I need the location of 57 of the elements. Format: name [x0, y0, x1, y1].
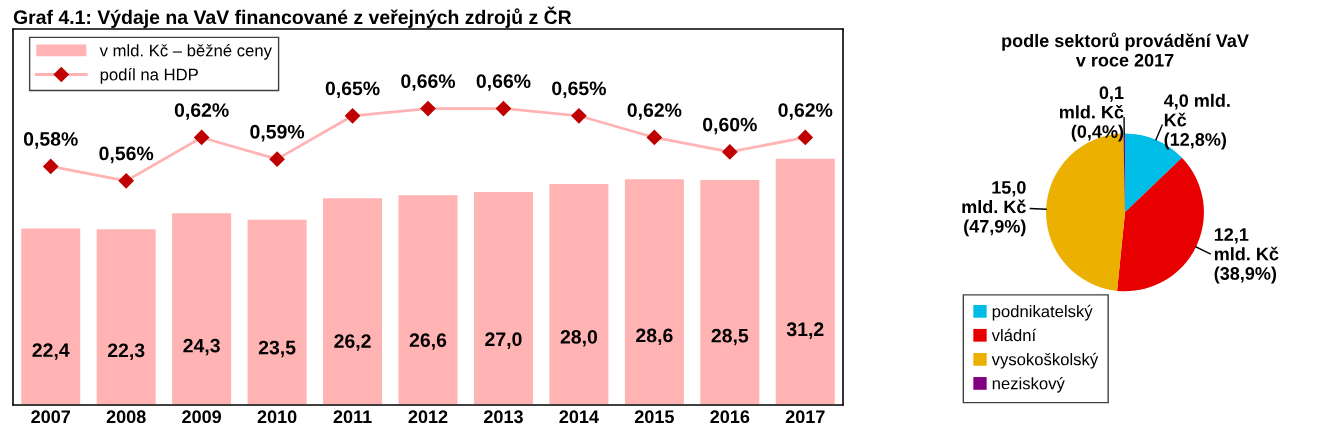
data-label: 26,2: [334, 334, 371, 351]
data-label: 0,56%: [99, 146, 154, 164]
x-tick-label: 2016: [710, 410, 750, 424]
data-label: 0,65%: [552, 81, 606, 99]
data-label: 0,66%: [401, 74, 456, 91]
data-label: 0,1 mld. Kč (0,4%): [1059, 86, 1124, 142]
x-tick-label: 2011: [333, 410, 372, 424]
x-tick-label: 2013: [484, 410, 523, 424]
data-label: 22,4: [32, 343, 70, 360]
data-label: 0,66%: [476, 74, 531, 91]
legend-label: neziskový: [992, 376, 1065, 393]
data-label: 26,6: [409, 333, 447, 350]
data-label: 0,59%: [250, 124, 305, 142]
data-label: 23,5: [258, 340, 296, 358]
data-label: 0,62%: [174, 103, 229, 120]
x-tick-label: 2009: [182, 410, 222, 424]
legend-label: vládní: [991, 328, 1037, 342]
bar: [623, 177, 686, 405]
bar: [19, 226, 82, 405]
data-label: 28,5: [711, 328, 749, 346]
data-label: 12,1 mld. Kč (38,9%): [1214, 228, 1279, 284]
legend-label: podíl na HDP: [100, 68, 198, 84]
data-label: 0,65%: [325, 81, 380, 99]
x-tick-label: 2017: [785, 410, 825, 424]
data-label: 0,60%: [703, 117, 757, 135]
data-label: 28,0: [560, 329, 598, 347]
bar: [548, 182, 610, 405]
bar: [246, 218, 308, 405]
bar: [774, 157, 837, 405]
data-label: 28,6: [636, 328, 673, 346]
data-label: 22,3: [107, 343, 145, 361]
data-label: 27,0: [485, 332, 522, 349]
data-label: 0,58%: [23, 132, 78, 149]
bar: [321, 196, 384, 405]
data-label: 4,0 mld. Kč (12,8%): [1163, 93, 1230, 150]
pie-slice: [1117, 157, 1204, 292]
data-label: 0,62%: [778, 103, 833, 120]
bar: [397, 193, 459, 405]
x-tick-label: 2007: [31, 410, 71, 424]
x-tick-label: 2015: [634, 410, 674, 424]
chart-title: podle sektorů provádění VaV v roce 2017: [1002, 32, 1249, 67]
bar: [698, 178, 761, 405]
legend-label: v mld. Kč – běžné ceny: [99, 44, 272, 60]
bar: [95, 227, 158, 405]
data-label: 31,2: [786, 322, 824, 339]
legend-label: podnikatelský: [992, 304, 1093, 321]
data-label: 0,62%: [627, 103, 682, 120]
bar: [170, 211, 233, 405]
x-tick-label: 2014: [559, 410, 599, 424]
x-tick-label: 2008: [106, 410, 146, 424]
chart-title: Graf 4.1: Výdaje na VaV financované z veřejných zdrojů z ČR: [13, 6, 572, 28]
bar: [472, 190, 535, 405]
data-label: 24,3: [183, 338, 220, 356]
data-label: 15,0 mld. Kč (47,9%): [962, 181, 1026, 237]
x-tick-label: 2012: [408, 410, 448, 424]
x-tick-label: 2010: [257, 410, 297, 424]
legend-label: vysokoškolský: [991, 352, 1099, 369]
